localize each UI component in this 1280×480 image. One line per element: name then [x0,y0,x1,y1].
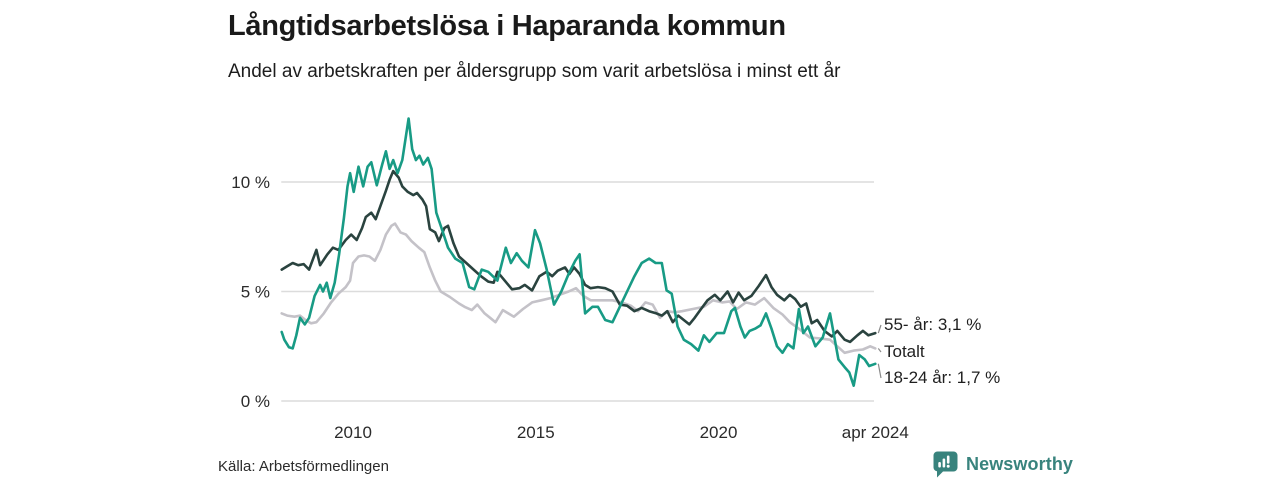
x-tick-label: apr 2024 [842,423,909,442]
chart-title: Långtidsarbetslösa i Haparanda kommun [228,10,786,42]
y-tick-label: 5 % [241,283,270,302]
y-tick-label: 0 % [241,392,270,411]
series-line-totalt [280,222,877,355]
leader-line [877,348,882,353]
x-tick-label: 2015 [517,423,555,442]
series-label-18-24: 18-24 år: 1,7 % [884,368,1001,387]
leader-line [877,363,882,379]
newsworthy-icon [933,451,958,478]
x-tick-label: 2010 [334,423,372,442]
y-tick-label: 10 % [231,173,270,192]
newsworthy-wordmark: Newsworthy [966,454,1074,474]
label-leader-lines [877,324,882,379]
source-attribution: Källa: Arbetsförmedlingen [218,458,389,475]
series-label-totalt: Totalt [884,342,925,361]
chart-subtitle: Andel av arbetskraften per åldersgrupp s… [228,61,841,82]
newsworthy-logo: Newsworthy [933,451,1073,478]
x-tick-label: 2020 [700,423,738,442]
leader-line [877,324,882,334]
series-line-18-24-r [280,117,877,388]
axis-labels: 0 % 5 % 10 % 2010 2015 2020 apr 2024 [231,173,909,442]
series-label-55: 55- år: 3,1 % [884,315,982,334]
series-line-55-r [280,169,877,344]
series-lines [280,117,877,388]
